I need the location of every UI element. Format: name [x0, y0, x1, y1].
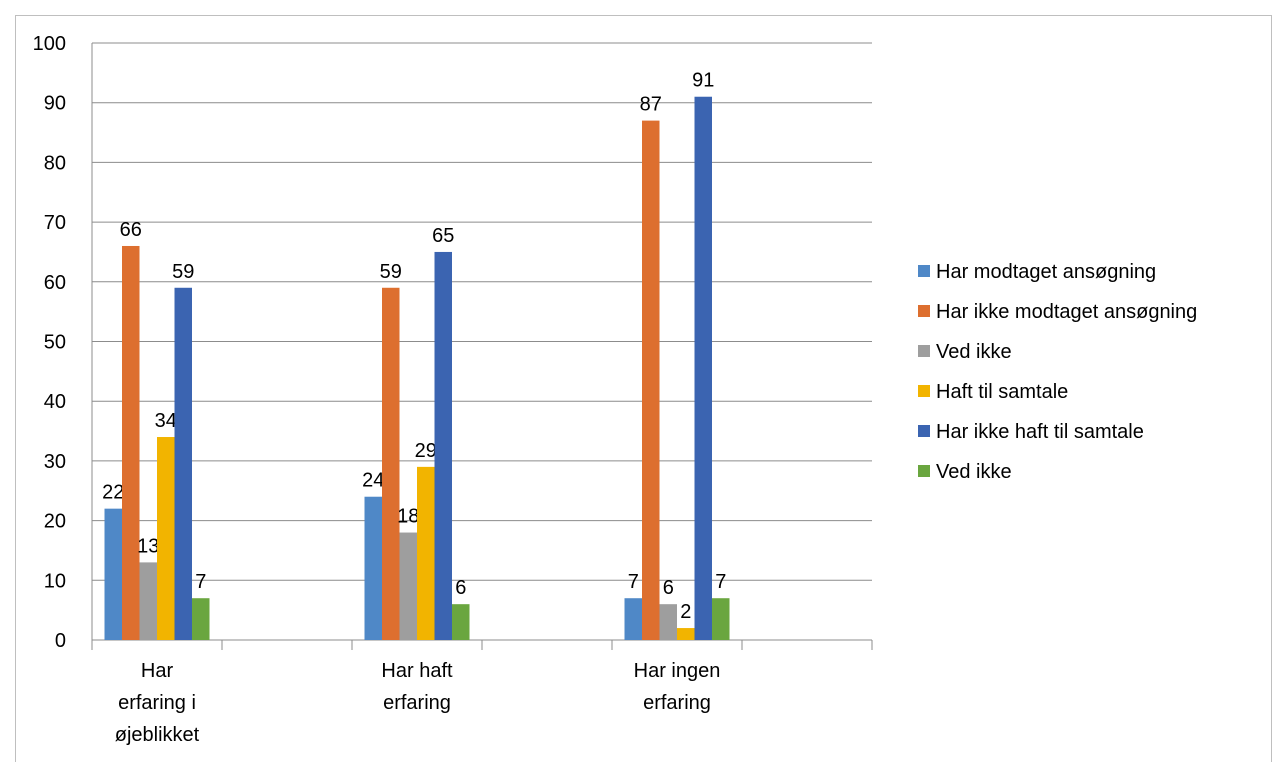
bar: [382, 287, 400, 640]
x-category-label: erfaring: [383, 692, 451, 714]
data-label: 87: [640, 94, 662, 116]
legend-swatch: [918, 345, 930, 357]
y-tick-label: 0: [55, 630, 66, 652]
bar: [122, 245, 140, 641]
bar: [417, 466, 435, 640]
legend-swatch: [918, 385, 930, 397]
y-tick-label: 90: [44, 93, 66, 115]
data-label: 24: [362, 470, 384, 492]
data-label: 29: [415, 440, 437, 462]
bar: [694, 96, 712, 641]
x-category-label: Har haft: [381, 660, 453, 682]
y-tick-label: 20: [44, 511, 66, 533]
legend-swatch: [918, 465, 930, 477]
y-tick-label: 100: [33, 33, 66, 55]
legend-label: Har ikke haft til samtale: [936, 421, 1144, 443]
bar: [399, 532, 417, 640]
data-label: 7: [195, 571, 206, 593]
data-label: 59: [380, 261, 402, 283]
bar: [192, 598, 210, 640]
bar: [677, 628, 695, 640]
x-category-label: erfaring i: [118, 692, 196, 714]
y-tick-label: 50: [44, 332, 66, 354]
bar: [452, 604, 470, 640]
y-tick-label: 80: [44, 152, 66, 174]
legend-swatch: [918, 425, 930, 437]
data-label: 22: [102, 482, 124, 504]
data-label: 6: [663, 577, 674, 599]
bar: [434, 251, 452, 640]
legend-label: Ved ikke: [936, 461, 1012, 483]
bar: [139, 562, 157, 640]
legend-label: Har ikke modtaget ansøgning: [936, 301, 1197, 323]
y-tick-label: 10: [44, 570, 66, 592]
legend-label: Har modtaget ansøgning: [936, 261, 1156, 283]
x-category-label: øjeblikket: [115, 724, 200, 746]
y-tick-label: 70: [44, 212, 66, 234]
data-label: 59: [172, 261, 194, 283]
y-tick-label: 40: [44, 391, 66, 413]
data-label: 66: [120, 219, 142, 241]
legend-swatch: [918, 265, 930, 277]
bar: [659, 604, 677, 640]
y-tick-label: 60: [44, 272, 66, 294]
legend-label: Haft til samtale: [936, 381, 1068, 403]
bar: [642, 120, 660, 641]
data-label: 18: [397, 506, 419, 528]
y-tick-label: 30: [44, 451, 66, 473]
legend-swatch: [918, 305, 930, 317]
data-label: 2: [680, 601, 691, 623]
x-category-label: erfaring: [643, 692, 711, 714]
x-category-label: Har: [141, 660, 174, 682]
bar: [174, 287, 192, 640]
data-label: 13: [137, 535, 159, 557]
data-label: 91: [692, 70, 714, 92]
data-label: 65: [432, 225, 454, 247]
bar: [624, 598, 642, 640]
data-label: 6: [455, 577, 466, 599]
data-label: 7: [628, 571, 639, 593]
data-label: 34: [155, 410, 177, 432]
bar: [712, 598, 730, 640]
bar: [157, 437, 175, 640]
data-label: 7: [715, 571, 726, 593]
bar: [104, 508, 122, 640]
bar: [364, 496, 382, 640]
legend-label: Ved ikke: [936, 341, 1012, 363]
x-category-label: Har ingen: [634, 660, 721, 682]
